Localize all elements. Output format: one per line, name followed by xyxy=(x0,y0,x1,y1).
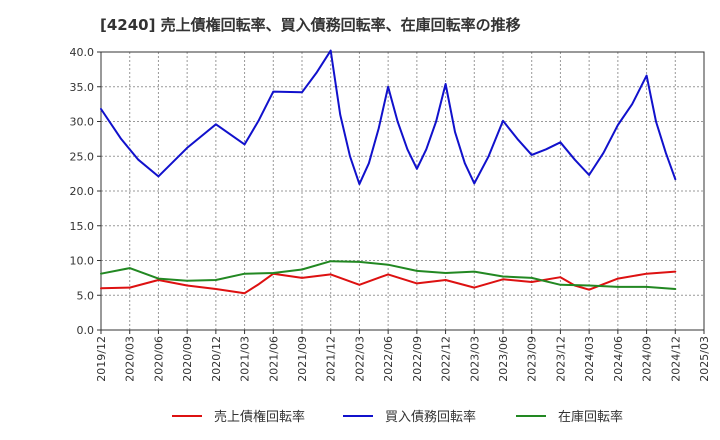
legend: 売上債権回転率 買入債務回転率 在庫回転率 xyxy=(172,409,623,425)
x-tick-label: 2023/12 xyxy=(554,336,567,382)
x-tick-label: 2023/09 xyxy=(526,336,539,382)
chart-title: [4240] 売上債権回転率、買入債務回転率、在庫回転率の推移 xyxy=(100,16,521,34)
x-tick-label: 2020/03 xyxy=(124,336,137,382)
x-tick-label: 2022/06 xyxy=(382,336,395,382)
x-tick-label: 2024/09 xyxy=(641,336,654,382)
series-line-3 xyxy=(100,260,677,290)
axes: 0.0 5.0 10.0 15.0 20.0 25.0 30.0 35.0 40.0 2019/1… xyxy=(70,46,712,382)
x-tick-label: 2020/06 xyxy=(152,336,165,382)
y-tick-label: 35.0 xyxy=(70,81,95,94)
x-tick-label: 2024/03 xyxy=(583,336,596,382)
x-tick-label: 2025/03 xyxy=(698,336,711,382)
x-tick-label: 2022/09 xyxy=(411,336,424,382)
x-tick-label: 2021/03 xyxy=(239,336,252,382)
x-tick-label: 2021/12 xyxy=(325,336,338,382)
legend-label-1: 売上債権回転率 xyxy=(214,409,305,425)
x-tick-label: 2020/09 xyxy=(181,336,194,382)
legend-label-3: 在庫回転率 xyxy=(558,409,623,425)
y-tick-label: 10.0 xyxy=(70,255,95,268)
y-tick-label: 0.0 xyxy=(77,324,95,337)
y-tick-label: 25.0 xyxy=(70,150,95,163)
y-tick-label: 20.0 xyxy=(70,185,95,198)
grid xyxy=(101,52,704,330)
x-tick-label: 2022/12 xyxy=(440,336,453,382)
x-tick-label: 2023/03 xyxy=(468,336,481,382)
y-tick-label: 40.0 xyxy=(70,46,95,59)
y-tick-label: 15.0 xyxy=(70,220,95,233)
y-tick-label: 30.0 xyxy=(70,116,95,129)
series-line-1 xyxy=(100,270,677,295)
x-tick-label: 2024/12 xyxy=(669,336,682,382)
x-tick-label: 2024/06 xyxy=(612,336,625,382)
plot-frame xyxy=(100,51,705,331)
x-tick-label: 2022/03 xyxy=(353,336,366,382)
x-tick-label: 2020/12 xyxy=(210,336,223,382)
series-lines xyxy=(100,49,677,295)
legend-label-2: 買入債務回転率 xyxy=(385,409,476,425)
x-tick-label: 2023/06 xyxy=(497,336,510,382)
y-tick-label: 5.0 xyxy=(77,289,95,302)
x-tick-label: 2021/09 xyxy=(296,336,309,382)
x-tick-label: 2021/06 xyxy=(267,336,280,382)
x-tick-label: 2019/12 xyxy=(95,336,108,382)
series-line-2 xyxy=(100,49,677,186)
